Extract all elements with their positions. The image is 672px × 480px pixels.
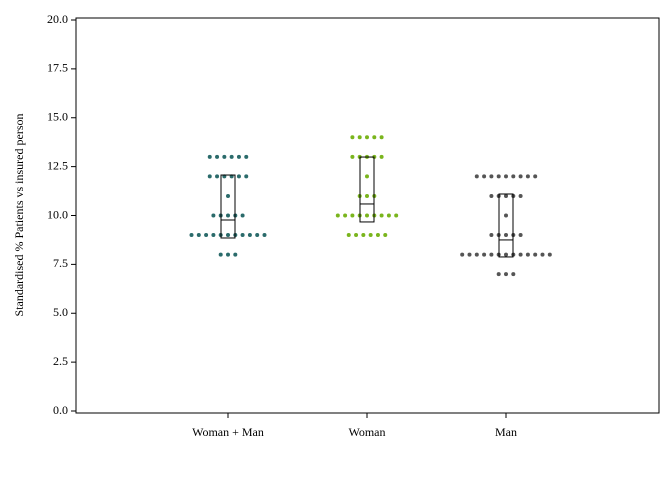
dot [540, 252, 545, 257]
dot [386, 213, 391, 218]
dot [240, 213, 245, 218]
dot [474, 252, 479, 257]
dot [365, 135, 369, 140]
dot [350, 135, 355, 140]
dot [335, 213, 340, 218]
dot [218, 252, 223, 257]
dot [504, 272, 508, 277]
dot [226, 233, 230, 238]
dot [518, 233, 523, 238]
dot [460, 252, 465, 257]
dot [247, 233, 252, 238]
dot [482, 174, 487, 179]
y-tick-label: 20.0 [47, 12, 68, 26]
dot [244, 174, 249, 179]
dot [365, 193, 369, 198]
dot [204, 233, 209, 238]
dot [346, 233, 351, 238]
dot [365, 213, 369, 218]
dot [215, 174, 220, 179]
dot [489, 193, 494, 198]
dot [504, 213, 508, 218]
dot [496, 174, 501, 179]
dot [222, 154, 227, 159]
dot [504, 174, 508, 179]
dot [226, 213, 230, 218]
dot [343, 213, 348, 218]
dot [211, 233, 216, 238]
x-tick-label: Man [495, 425, 517, 439]
dot [375, 233, 380, 238]
dot [207, 154, 212, 159]
interval-box [359, 156, 375, 223]
y-tick-label: 0.0 [53, 403, 68, 417]
dot [518, 193, 523, 198]
dot [365, 174, 369, 179]
dot [467, 252, 472, 257]
interval-box [220, 174, 236, 239]
dot [504, 252, 508, 257]
dot [379, 154, 384, 159]
y-tick-label: 2.5 [53, 354, 68, 368]
dot [229, 154, 234, 159]
dot [350, 213, 355, 218]
dot [511, 174, 516, 179]
y-tick-label: 12.5 [47, 158, 68, 172]
dot [207, 174, 212, 179]
dot [189, 233, 194, 238]
dot [226, 193, 230, 198]
interval-box [498, 193, 514, 258]
dot [244, 154, 249, 159]
dot [211, 213, 216, 218]
dot [236, 174, 241, 179]
x-tick-label: Woman + Man [192, 425, 264, 439]
dot [255, 233, 260, 238]
dot [525, 174, 530, 179]
dot [215, 154, 220, 159]
dot [372, 135, 377, 140]
y-axis-label: Standardised % Patients vs insured perso… [12, 114, 26, 317]
dot [379, 135, 384, 140]
dot [489, 252, 494, 257]
y-tick-label: 10.0 [47, 207, 68, 221]
dot [262, 233, 267, 238]
dot [474, 174, 479, 179]
dot [196, 233, 201, 238]
dot [547, 252, 552, 257]
dot [533, 174, 538, 179]
dot [354, 233, 359, 238]
dot [482, 252, 487, 257]
dot [489, 233, 494, 238]
dot [357, 135, 362, 140]
y-tick-label: 7.5 [53, 256, 68, 270]
dot [525, 252, 530, 257]
dot [361, 233, 366, 238]
dot [368, 233, 373, 238]
dot [240, 233, 245, 238]
dot [379, 213, 384, 218]
dot [350, 154, 355, 159]
y-tick-label: 17.5 [47, 61, 68, 75]
dot [233, 252, 238, 257]
dot [518, 252, 523, 257]
dot [226, 252, 230, 257]
dot [533, 252, 538, 257]
dot [504, 193, 508, 198]
x-tick-label: Woman [348, 425, 385, 439]
dot [518, 174, 523, 179]
y-tick-label: 15.0 [47, 110, 68, 124]
dot [496, 272, 501, 277]
dot [511, 272, 516, 277]
dot [504, 233, 508, 238]
dot [383, 233, 388, 238]
y-tick-label: 5.0 [53, 305, 68, 319]
dot [236, 154, 241, 159]
dot [394, 213, 399, 218]
dot [489, 174, 494, 179]
